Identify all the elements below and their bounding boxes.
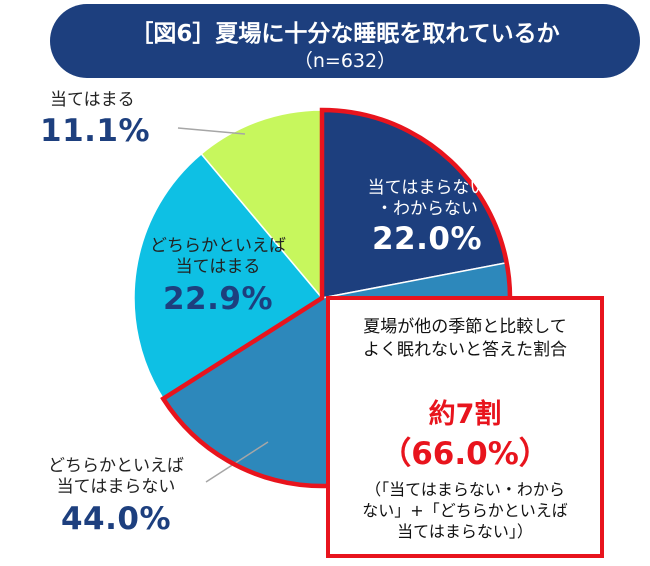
slice-name-line: 当てはまらない: [367, 178, 487, 198]
summary-callout: 夏場が他の季節と比較して よく眠れないと答えた割合 約7割 （66.0%） （「…: [326, 296, 604, 558]
slice-applicable: [200, 109, 323, 301]
chart-title: ［図6］夏場に十分な睡眠を取れているか: [130, 21, 560, 47]
slice-label-somewhat-not: どちらかといえば 当てはまらない 44.0%: [36, 456, 196, 539]
slice-label-applicable: 当てはまる 11.1%: [40, 90, 180, 151]
callout-percentage: （66.0%）: [380, 436, 550, 472]
slice-label-not-applicable: 当てはまらない ・わからない 22.0%: [332, 178, 522, 259]
callout-description: 夏場が他の季節と比較して よく眠れないと答えた割合: [330, 316, 600, 362]
callout-note-line: ない」+「どちらかといえば: [362, 500, 568, 520]
slice-label-somewhat-applicable: どちらかといえば 当てはまる 22.9%: [128, 236, 308, 319]
callout-note: （「当てはまらない・わから ない」+「どちらかといえば 当てはまらない」）: [330, 480, 600, 542]
leader-line-applicable: [177, 127, 246, 135]
slice-value-label: 44.0%: [60, 501, 172, 538]
title-banner: ［図6］夏場に十分な睡眠を取れているか （n=632）: [50, 4, 640, 78]
callout-desc-line: 夏場が他の季節と比較して: [363, 317, 567, 337]
slice-name-line: 当てはまらない: [56, 476, 176, 497]
slice-value-label: 22.0%: [371, 221, 483, 258]
leader-line-somewhat-not: [205, 441, 269, 483]
slice-name-line: 当てはまる: [175, 256, 261, 277]
slice-name-line: どちらかといえば: [48, 456, 184, 476]
callout-headline: 約7割: [428, 399, 502, 430]
callout-note-line: （「当てはまらない・わから: [365, 480, 565, 499]
slice-name-line: 当てはまる: [50, 90, 135, 110]
slice-name-line: ・わからない: [376, 198, 478, 219]
chart-subtitle: （n=632）: [293, 50, 397, 72]
slice-somewhat-applicable: [133, 152, 324, 400]
slice-value-label: 22.9%: [162, 281, 274, 318]
slice-name-line: どちらかといえば: [150, 236, 286, 256]
callout-note-line: 当てはまらない」）: [397, 521, 533, 541]
slice-value-label: 11.1%: [40, 112, 151, 149]
callout-desc-line: よく眠れないと答えた割合: [363, 339, 567, 360]
